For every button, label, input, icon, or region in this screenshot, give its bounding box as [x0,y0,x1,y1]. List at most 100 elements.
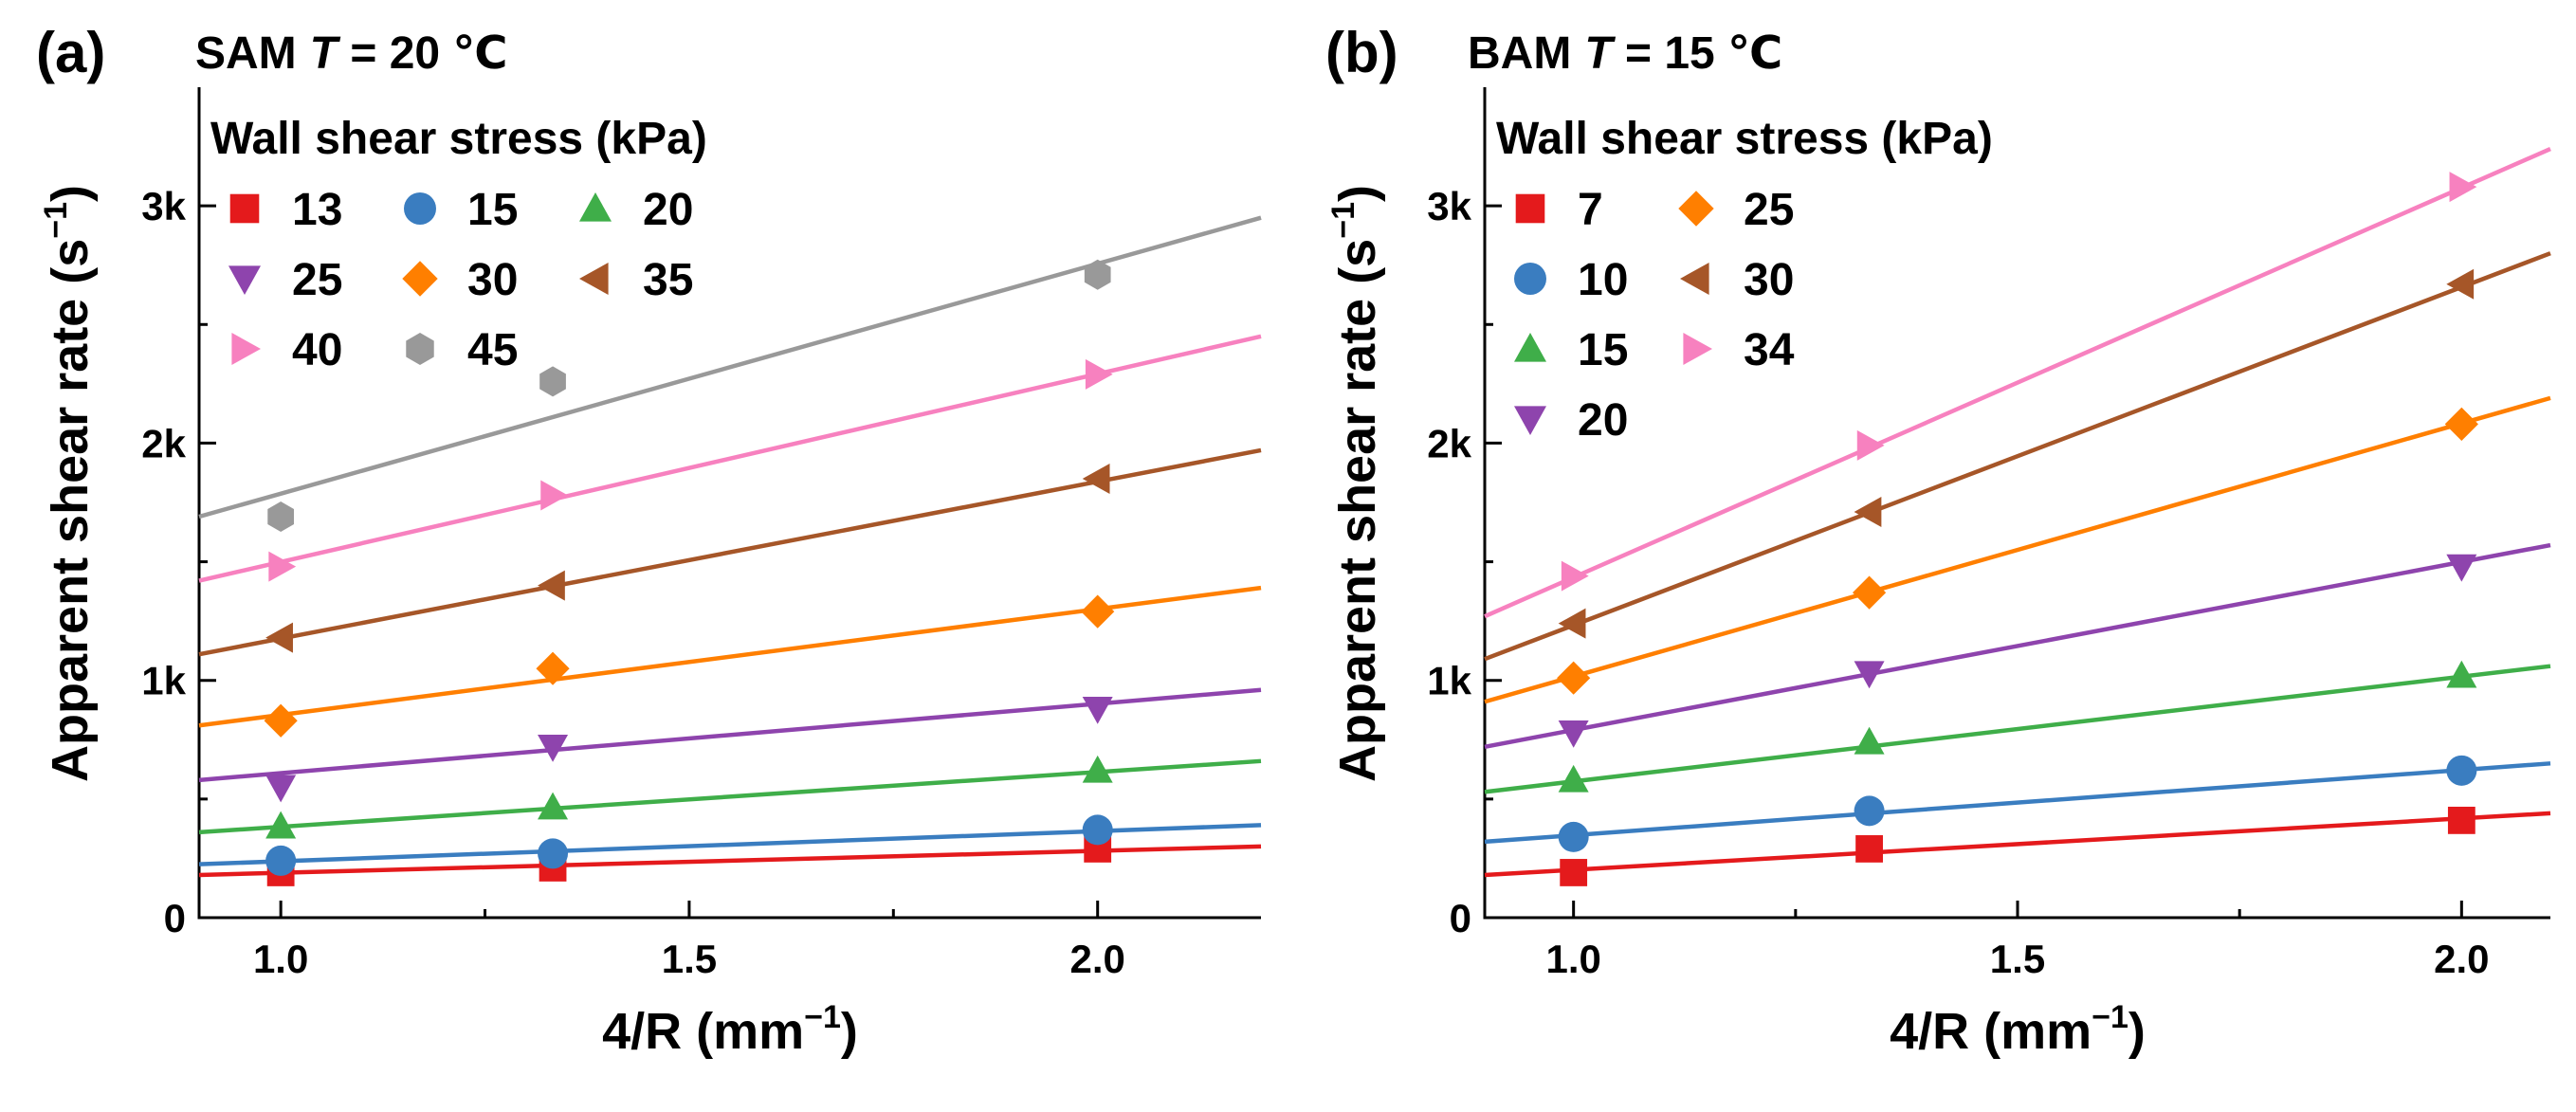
data-point-10 [1854,795,1885,827]
legend-label-34: 34 [1744,325,1795,375]
legend-label-25: 25 [292,255,342,305]
legend-label-15: 15 [467,185,518,235]
panel-title-variable: T [1584,28,1616,79]
fit-line-7 [1484,811,2551,878]
data-point-25 [1557,661,1591,695]
y-axis-label-sup: −1 [38,202,74,239]
data-point-30 [1081,594,1115,629]
y-axis-label-end: ) [42,185,99,202]
legend-marker-45 [406,333,434,365]
data-point-34 [1561,560,1589,592]
legend-marker-7 [1515,193,1545,224]
data-point-20 [1854,661,1885,689]
legend-label-35: 35 [643,255,693,305]
data-point-35 [1082,463,1110,494]
legend-label-20: 20 [643,185,693,235]
legend-marker-30 [402,261,438,297]
data-point-10 [2446,755,2477,786]
y-axis-label: Apparent shear rate (s−1) [1325,185,1386,782]
y-tick-label: 0 [164,896,186,940]
fit-line-25 [198,687,1262,783]
legend-title: Wall shear stress (kPa) [210,114,707,164]
legend-marker-10 [1514,263,1546,295]
legend-marker-40 [231,333,261,365]
data-point-34 [1856,429,1885,461]
legend-marker-35 [579,263,609,295]
data-point-45 [1084,259,1111,290]
y-axis-label-sup: −1 [1325,202,1361,239]
legend-label-25: 25 [1744,185,1794,235]
x-tick-label: 1.5 [662,937,717,981]
legend-label-7: 7 [1578,185,1603,235]
y-axis-label-end: ) [1329,185,1386,202]
data-point-15 [265,845,297,876]
legend-marker-34 [1683,333,1712,365]
panel-title-variable: T [310,28,341,79]
x-axis-label-end: ) [841,1003,858,1060]
data-point-30 [1854,497,1882,528]
data-point-35 [538,570,565,601]
data-point-10 [1558,821,1589,852]
y-tick-label: 3k [141,184,186,228]
legend-label-40: 40 [292,325,342,375]
data-point-35 [265,622,293,653]
panel-title: BAM T = 15 ℃ [1468,28,1782,79]
data-point-15 [1558,764,1589,793]
x-axis-label-text: 4/R (mm [1890,1003,2092,1060]
legend-marker-15 [404,192,436,225]
data-point-30 [536,651,570,685]
legend-marker-20 [1514,406,1546,435]
fit-line-45 [198,215,1262,520]
legend-label-45: 45 [467,325,518,375]
panel-title: SAM T = 20 ℃ [195,28,508,79]
y-tick-label: 3k [1427,184,1471,228]
x-tick-label: 2.0 [2434,937,2489,981]
x-axis-label-end: ) [2128,1003,2146,1060]
legend-label-13: 13 [292,185,342,235]
x-axis-label: 4/R (mm−1) [1890,999,2146,1060]
panel-title-material: BAM [1468,28,1571,79]
axis-frame [1483,87,2550,920]
x-axis-label: 4/R (mm−1) [602,999,858,1060]
data-point-7 [2447,806,2476,834]
panel-title-material: SAM [195,28,297,79]
data-point-34 [2449,172,2477,203]
fit-line-35 [198,447,1262,657]
fit-line-15 [1484,664,2551,794]
legend-marker-25 [228,265,261,295]
panel-label: (b) [1325,21,1398,84]
x-tick-label: 1.5 [1990,937,2045,981]
panel-title-value: = 20 ℃ [338,28,508,79]
data-point-30 [2446,268,2475,300]
legend-marker-30 [1680,263,1709,295]
legend-marker-25 [1678,191,1714,227]
y-tick-label: 0 [1450,896,1471,940]
axis-frame [197,87,1261,920]
legend-title: Wall shear stress (kPa) [1496,114,1993,164]
legend-label-20: 20 [1578,395,1628,446]
data-point-20 [2446,554,2477,582]
fit-line-40 [198,334,1262,583]
data-point-15 [538,838,569,869]
legend-marker-13 [229,193,260,224]
y-tick-label: 1k [1427,659,1471,703]
data-point-30 [1558,608,1586,639]
x-axis-label-sup: −1 [2092,999,2128,1035]
x-tick-label: 1.0 [253,937,308,981]
x-tick-label: 1.0 [1545,937,1600,981]
fit-line-20 [198,758,1262,835]
data-point-7 [1855,835,1883,863]
y-axis-label-text: Apparent shear rate (s [42,239,99,782]
legend-marker-20 [579,192,612,222]
data-point-20 [265,811,297,839]
y-tick-label: 2k [141,421,186,465]
data-point-7 [1560,859,1588,886]
data-point-20 [1082,755,1113,783]
x-axis-label-sup: −1 [804,999,841,1035]
data-point-40 [540,480,569,511]
fit-line-10 [1484,761,2551,845]
legend-label-30: 30 [467,255,518,305]
